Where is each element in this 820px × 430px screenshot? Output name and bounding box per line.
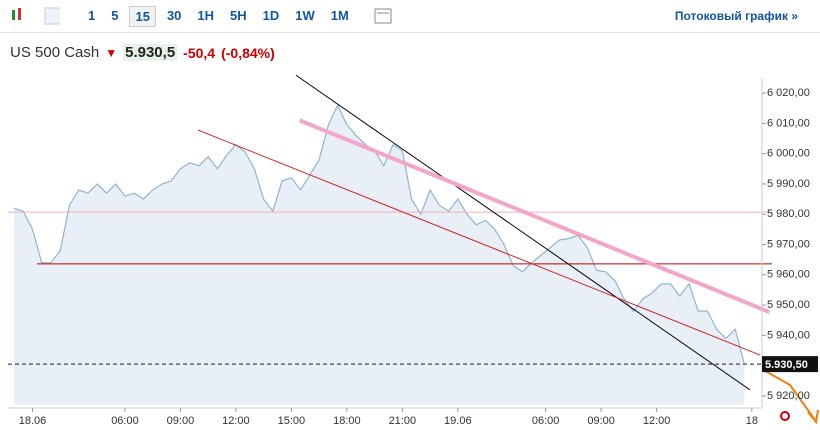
trend-line [295, 74, 751, 391]
last-price-label: 5.930,50 [765, 359, 808, 371]
y-tick-label: 5 940,00 [767, 329, 810, 341]
area [14, 105, 745, 406]
x-tick-label: 09:00 [167, 415, 195, 427]
marker [780, 411, 790, 421]
x-tick-label: 21:00 [389, 415, 417, 427]
x-tick-label: 18 [746, 415, 758, 427]
x-tick-label: 12:00 [222, 415, 250, 427]
trend-line [298, 118, 771, 314]
interval-button[interactable]: 1H [197, 7, 215, 23]
arrow-head [807, 409, 819, 425]
change: -50,4 [183, 44, 216, 61]
x-tick-label: 12:00 [643, 415, 671, 427]
y-tick-label: 6 010,00 [767, 117, 810, 129]
trend-line [197, 129, 761, 356]
price: 5.930,5 [123, 44, 178, 61]
interval-button[interactable]: 1W [295, 7, 315, 23]
x-tick-label: 18:00 [333, 415, 361, 427]
y-tick-label: 5 980,00 [767, 208, 810, 220]
x-tick-label: 18.06 [19, 415, 47, 427]
y-tick-label: 5 920,00 [767, 390, 810, 402]
x-tick-label: 09:00 [587, 415, 615, 427]
y-tick-label: 5 960,00 [767, 269, 810, 281]
x-tick-label: 15:00 [278, 415, 306, 427]
interval-button[interactable]: 5H [230, 7, 247, 23]
interval-button[interactable]: 15 [129, 5, 156, 27]
arrow-annotation [759, 367, 816, 421]
interval-button[interactable]: 1 [88, 7, 96, 23]
x-tick-label: 06:00 [111, 415, 139, 427]
x-tick-label: 06:00 [532, 415, 560, 427]
y-tick-label: 6 020,00 [767, 87, 810, 99]
stream-link[interactable]: Потоковый график » [674, 9, 798, 23]
y-tick-label: 6 000,00 [767, 148, 810, 160]
last-price-badge [762, 356, 818, 373]
change-pct: (-0,84%) [221, 44, 275, 61]
price-line [13, 103, 745, 365]
y-tick-label: 5 990,00 [767, 178, 810, 190]
instrument: US 500 Cash [10, 44, 100, 61]
quote: US 500 Cash ▼ 5.930,5 -50,4 (-0,84%) [10, 44, 275, 61]
interval-button[interactable]: 30 [166, 7, 182, 23]
interval-button[interactable]: 1M [330, 7, 349, 23]
interval-button[interactable]: 1D [262, 7, 280, 23]
toolbar: 1 5 15 30 1H 5H 1D 1W 1M Потоковый график » [0, 0, 820, 33]
y-tick-label: 5 950,00 [767, 299, 810, 311]
x-tick-label: 19.06 [444, 415, 472, 427]
chart-type-icons[interactable] [0, 0, 60, 32]
y-tick-label: 5 970,00 [767, 238, 810, 250]
interval-button[interactable]: 5 [111, 7, 119, 23]
